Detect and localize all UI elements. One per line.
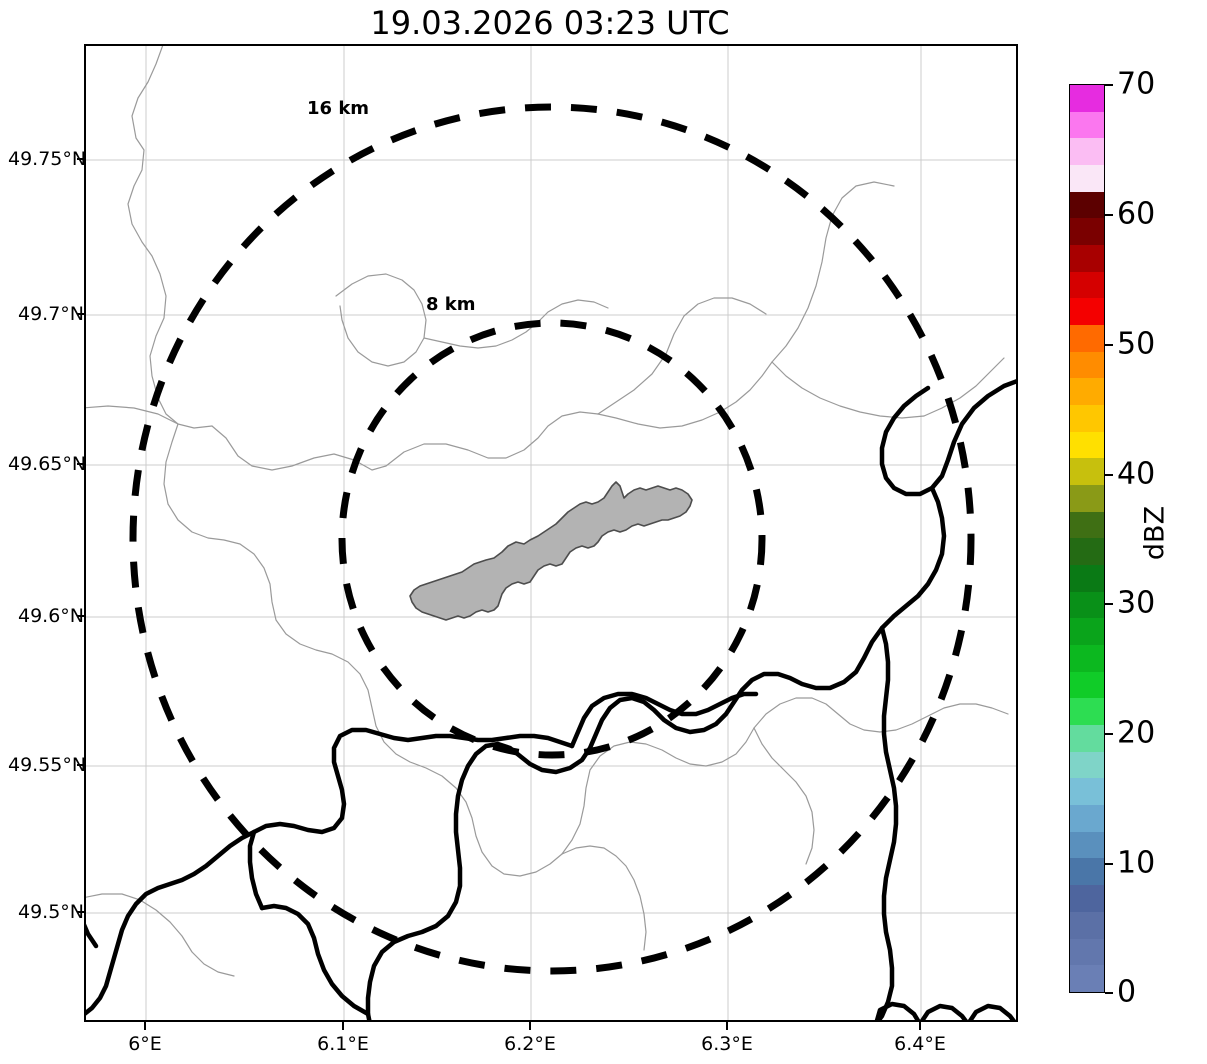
ytick-label-49-75: 49.75°N: [8, 148, 87, 170]
xtick-label-6-1: 6.1°E: [317, 1033, 369, 1055]
cbar-label-20: 20: [1117, 715, 1156, 751]
cbar-label-30: 30: [1117, 585, 1156, 621]
colorbar-band: [1070, 191, 1104, 219]
colorbar-band: [1070, 671, 1104, 699]
ytick-mark-49-7: [77, 313, 85, 315]
xtick-mark-6-4: [919, 1022, 921, 1030]
cbar-tick-50: [1105, 344, 1113, 346]
colorbar-band: [1070, 885, 1104, 912]
colorbar[interactable]: 70 60 50 40 30 20 10 0: [1069, 67, 1155, 1010]
cbar-tick-20: [1105, 733, 1113, 735]
colorbar-band: [1070, 298, 1104, 326]
cbar-label-70: 70: [1117, 66, 1156, 102]
colorbar-band: [1070, 138, 1104, 166]
cbar-label-40: 40: [1117, 456, 1156, 492]
colorbar-band: [1070, 218, 1104, 246]
colorbar-band: [1070, 938, 1104, 966]
colorbar-band: [1070, 565, 1104, 592]
colorbar-band: [1070, 325, 1104, 352]
cbar-label-0: 0: [1117, 974, 1137, 1010]
colorbar-band: [1070, 538, 1104, 566]
cbar-tick-60: [1105, 214, 1113, 216]
ytick-mark-49-55: [77, 764, 85, 766]
range-ring-8km: [338, 319, 766, 759]
xtick-mark-6-2: [529, 1022, 531, 1030]
cbar-label-60: 60: [1117, 196, 1156, 232]
ytick-label-49-5: 49.5°N: [18, 901, 85, 923]
xtick-label-6-4: 6.4°E: [894, 1033, 946, 1055]
colorbar-band: [1070, 831, 1104, 859]
colorbar-band: [1070, 618, 1104, 646]
xtick-mark-6-1: [342, 1022, 344, 1030]
range-ring-8km-label: 8 km: [426, 294, 476, 315]
colorbar-band: [1070, 698, 1104, 726]
cbar-tick-10: [1105, 863, 1113, 865]
cbar-tick-70: [1105, 84, 1113, 86]
colorbar-axis-label: dBZ: [1139, 505, 1171, 561]
colorbar-band: [1070, 351, 1104, 379]
ytick-label-49-55: 49.55°N: [8, 754, 87, 776]
colorbar-band: [1070, 725, 1104, 752]
colorbar-band: [1070, 405, 1104, 432]
colorbar-band: [1070, 911, 1104, 939]
page-title: 19.03.2026 03:23 UTC: [370, 4, 730, 42]
xtick-label-6: 6°E: [128, 1033, 162, 1055]
colorbar-band: [1070, 458, 1104, 486]
ytick-mark-49-75: [77, 158, 85, 160]
colorbar-band: [1070, 591, 1104, 619]
ytick-mark-49-6: [77, 615, 85, 617]
radar-map-plot-area[interactable]: 16 km 8 km: [84, 44, 1018, 1022]
ytick-label-49-6: 49.6°N: [18, 605, 85, 627]
colorbar-band: [1070, 245, 1104, 272]
colorbar-band: [1070, 111, 1104, 139]
colorbar-band: [1070, 485, 1104, 512]
colorbar-band: [1070, 165, 1104, 192]
map-gridlines: [86, 46, 1016, 1020]
ytick-mark-49-5: [77, 911, 85, 913]
colorbar-band: [1070, 645, 1104, 672]
cbar-label-50: 50: [1117, 326, 1156, 362]
ytick-label-49-7: 49.7°N: [18, 303, 85, 325]
cbar-tick-0: [1105, 992, 1113, 994]
map-vector-layer: [86, 46, 1016, 1020]
city-polygon: [409, 481, 693, 621]
range-ring-16km: [129, 103, 975, 975]
ytick-mark-49-65: [77, 463, 85, 465]
xtick-mark-6-3: [726, 1022, 728, 1030]
colorbar-band: [1070, 751, 1104, 779]
colorbar-band: [1070, 805, 1104, 832]
colorbar-gradient: [1069, 84, 1105, 993]
colorbar-band: [1070, 431, 1104, 459]
colorbar-band: [1070, 85, 1104, 112]
colorbar-band: [1070, 511, 1104, 539]
national-border: [86, 379, 1016, 1020]
colorbar-band: [1070, 778, 1104, 806]
xtick-mark-6: [144, 1022, 146, 1030]
xtick-label-6-3: 6.3°E: [701, 1033, 753, 1055]
colorbar-band: [1070, 965, 1104, 992]
admin-boundaries: [86, 46, 1009, 977]
colorbar-band: [1070, 858, 1104, 886]
colorbar-band: [1070, 378, 1104, 406]
cbar-tick-30: [1105, 603, 1113, 605]
ytick-label-49-65: 49.65°N: [8, 453, 87, 475]
cbar-tick-40: [1105, 474, 1113, 476]
colorbar-band: [1070, 271, 1104, 299]
xtick-label-6-2: 6.2°E: [504, 1033, 556, 1055]
cbar-label-10: 10: [1117, 845, 1156, 881]
range-ring-16km-label: 16 km: [307, 98, 370, 119]
